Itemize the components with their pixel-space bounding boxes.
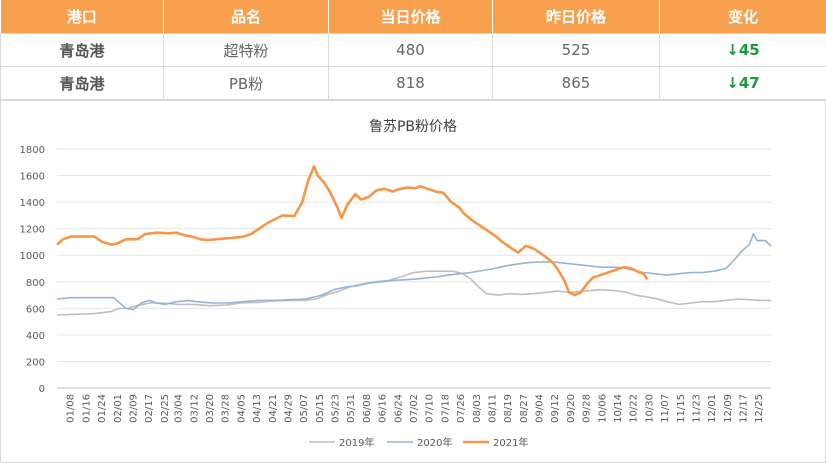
x-tick-label: 11/23 xyxy=(691,394,702,423)
price-chart: 鲁苏PB粉价格 0 200 400 600 800 1000 1200 1400 1600 180… xyxy=(0,100,826,463)
x-tick-label: 04/13 xyxy=(252,394,263,423)
chart-title: 鲁苏PB粉价格 xyxy=(369,119,457,135)
y-tick-label: 600 xyxy=(26,304,45,315)
x-tick-label: 03/12 xyxy=(189,394,200,423)
x-tick-label: 07/10 xyxy=(425,394,436,423)
y-axis: 0 200 400 600 800 1000 1200 1400 1600 1800 xyxy=(20,145,45,395)
x-tick-label: 08/19 xyxy=(503,394,514,423)
x-tick-label: 05/07 xyxy=(299,394,310,423)
cell-port: 青岛港 xyxy=(1,34,164,67)
y-tick-label: 200 xyxy=(26,357,45,368)
x-tick-label: 12/09 xyxy=(723,394,734,423)
x-tick-label: 07/02 xyxy=(409,394,420,423)
chart-series xyxy=(57,166,771,315)
table-row: 青岛港 超特粉 480 525 ↓45 xyxy=(1,34,826,67)
x-tick-label: 03/20 xyxy=(205,394,216,423)
x-tick-label: 09/04 xyxy=(535,394,546,423)
x-tick-label: 05/23 xyxy=(331,394,342,423)
x-tick-label: 10/30 xyxy=(644,394,655,423)
y-tick-label: 1000 xyxy=(20,251,45,262)
x-tick-label: 06/24 xyxy=(393,394,404,423)
x-tick-label: 09/28 xyxy=(582,394,593,423)
x-tick-label: 01/08 xyxy=(66,394,77,423)
legend-label: 2021年 xyxy=(493,436,528,449)
legend-item: 2021年 xyxy=(463,436,528,449)
header-yesterday-price: 昨日价格 xyxy=(493,0,660,34)
x-tick-label: 05/15 xyxy=(315,394,326,423)
x-tick-label: 02/17 xyxy=(144,394,155,423)
y-tick-label: 400 xyxy=(26,331,45,342)
x-tick-label: 01/24 xyxy=(97,394,108,423)
x-tick-label: 12/25 xyxy=(754,394,765,423)
table-row: 青岛港 PB粉 818 865 ↓47 xyxy=(1,67,826,100)
cell-today-price: 818 xyxy=(329,67,493,100)
x-tick-label: 12/17 xyxy=(739,394,750,423)
header-today-price: 当日价格 xyxy=(329,0,493,34)
x-tick-label: 03/04 xyxy=(174,394,185,423)
x-tick-label: 02/25 xyxy=(160,394,171,423)
cell-product: PB粉 xyxy=(164,67,329,100)
x-tick-label: 05/31 xyxy=(346,394,357,423)
x-tick-label: 08/27 xyxy=(519,394,530,423)
cell-today-price: 480 xyxy=(329,34,493,67)
legend-item: 2019年 xyxy=(309,436,374,449)
header-product: 品名 xyxy=(164,0,329,34)
legend-label: 2020年 xyxy=(417,436,452,449)
x-tick-label: 01/16 xyxy=(81,394,92,423)
y-tick-label: 0 xyxy=(39,384,45,395)
x-tick-label: 02/09 xyxy=(129,394,140,423)
x-tick-label: 04/29 xyxy=(283,394,294,423)
x-tick-label: 12/01 xyxy=(707,394,718,423)
chart-legend: 2019年 2020年 2021年 xyxy=(309,436,528,449)
x-tick-label: 08/11 xyxy=(487,394,498,423)
cell-yesterday-price: 525 xyxy=(493,34,660,67)
legend-item: 2020年 xyxy=(387,436,452,449)
x-tick-label: 07/18 xyxy=(440,394,451,423)
x-tick-label: 07/26 xyxy=(456,394,467,423)
x-tick-label: 04/21 xyxy=(268,394,279,423)
x-tick-label: 11/07 xyxy=(660,394,671,423)
y-tick-label: 1400 xyxy=(20,198,45,209)
x-tick-label: 10/14 xyxy=(613,394,624,423)
chart-grid xyxy=(57,149,771,388)
x-tick-label: 08/03 xyxy=(472,394,483,423)
x-tick-label: 09/12 xyxy=(550,394,561,423)
cell-change: ↓45 xyxy=(660,34,826,67)
y-tick-label: 1600 xyxy=(20,172,45,183)
x-tick-label: 09/20 xyxy=(566,394,577,423)
header-change: 变化 xyxy=(660,0,826,34)
cell-product: 超特粉 xyxy=(164,34,329,67)
chart-svg: 鲁苏PB粉价格 0 200 400 600 800 1000 1200 1400 1600 180… xyxy=(1,101,825,462)
x-tick-label: 03/28 xyxy=(221,394,232,423)
x-tick-label: 06/08 xyxy=(362,394,373,423)
cell-port: 青岛港 xyxy=(1,67,164,100)
legend-label: 2019年 xyxy=(339,436,374,449)
y-tick-label: 1200 xyxy=(20,225,45,236)
price-table-header: 港口 品名 当日价格 昨日价格 变化 xyxy=(1,0,826,34)
x-tick-label: 06/16 xyxy=(378,394,389,423)
x-tick-label: 04/05 xyxy=(236,394,247,423)
y-tick-label: 800 xyxy=(26,278,45,289)
header-port: 港口 xyxy=(1,0,164,34)
y-tick-label: 1800 xyxy=(20,145,45,156)
x-tick-label: 10/22 xyxy=(629,394,640,423)
x-tick-label: 02/01 xyxy=(113,394,124,423)
x-tick-label: 10/06 xyxy=(597,394,608,423)
series-line-2021年 xyxy=(57,166,647,295)
cell-yesterday-price: 865 xyxy=(493,67,660,100)
price-table: 港口 品名 当日价格 昨日价格 变化 青岛港 超特粉 480 525 ↓45 青… xyxy=(0,0,826,100)
cell-change: ↓47 xyxy=(660,67,826,100)
x-tick-label: 11/15 xyxy=(676,394,687,423)
